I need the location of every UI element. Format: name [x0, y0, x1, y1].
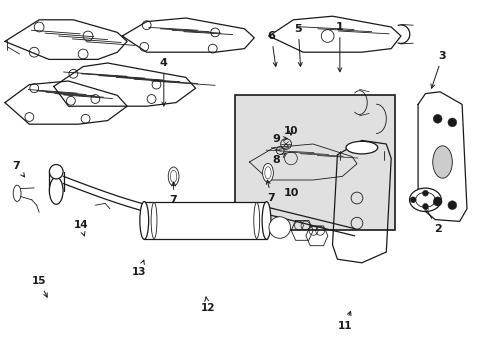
Circle shape: [268, 217, 290, 238]
Ellipse shape: [253, 202, 259, 239]
Ellipse shape: [262, 202, 270, 239]
Text: 9: 9: [272, 134, 287, 144]
Ellipse shape: [262, 163, 273, 182]
Text: 2: 2: [424, 207, 441, 234]
Ellipse shape: [432, 146, 451, 178]
Text: 3: 3: [430, 51, 446, 88]
Text: 6: 6: [267, 31, 277, 66]
Ellipse shape: [409, 188, 441, 211]
Text: 1: 1: [335, 22, 343, 72]
Circle shape: [432, 114, 441, 123]
Circle shape: [447, 201, 456, 210]
Bar: [144, 202, 266, 239]
Ellipse shape: [49, 165, 63, 179]
Ellipse shape: [151, 202, 157, 239]
Circle shape: [434, 197, 440, 203]
Text: 7: 7: [266, 180, 275, 203]
Text: 5: 5: [294, 24, 302, 66]
Text: 10: 10: [283, 188, 298, 198]
Circle shape: [422, 203, 427, 210]
Text: 14: 14: [73, 220, 88, 236]
Text: 7: 7: [169, 182, 177, 205]
Text: 10: 10: [283, 126, 298, 136]
Text: 15: 15: [32, 276, 47, 297]
Circle shape: [447, 118, 456, 127]
Ellipse shape: [170, 170, 177, 183]
Ellipse shape: [13, 185, 21, 202]
Circle shape: [409, 197, 415, 203]
Ellipse shape: [168, 167, 179, 186]
Text: 7: 7: [12, 161, 24, 177]
Text: 13: 13: [132, 260, 146, 277]
Ellipse shape: [264, 167, 271, 179]
Text: 11: 11: [337, 311, 351, 331]
Ellipse shape: [140, 202, 148, 239]
Ellipse shape: [415, 192, 434, 207]
Text: 4: 4: [160, 58, 167, 106]
Ellipse shape: [49, 177, 63, 204]
Ellipse shape: [346, 141, 377, 154]
Circle shape: [422, 190, 427, 196]
Text: 12: 12: [200, 297, 215, 313]
Circle shape: [432, 197, 441, 206]
Text: 8: 8: [272, 153, 285, 165]
Bar: [235, 95, 394, 230]
